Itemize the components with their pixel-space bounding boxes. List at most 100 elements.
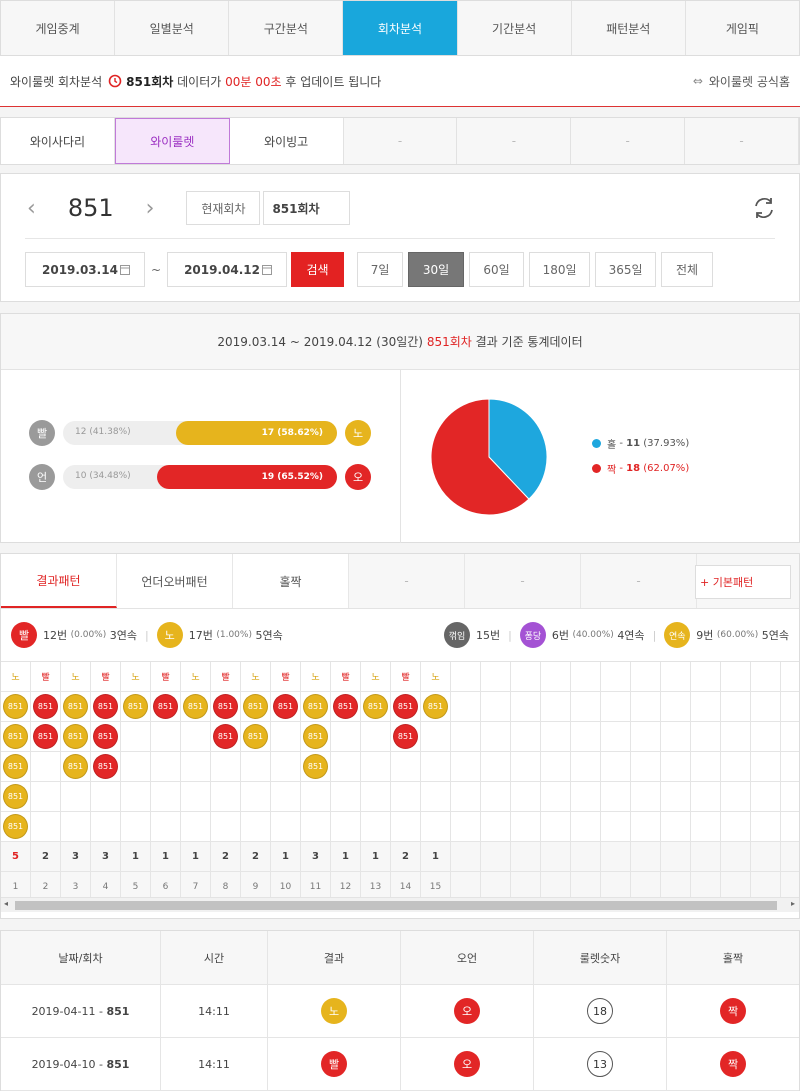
scroll-right-icon[interactable]: ▸	[790, 899, 795, 908]
grid-cell	[781, 842, 799, 872]
grid-cell: 851	[391, 692, 421, 722]
tab-pick[interactable]: 게임픽	[725, 21, 759, 36]
streak-count-value: 3	[102, 851, 109, 862]
period-all-button[interactable]: 전체	[661, 252, 714, 287]
under-over-badge: 오	[454, 998, 480, 1024]
result-badge: 빨	[321, 1051, 347, 1077]
grid-cell	[511, 812, 541, 842]
official-link[interactable]: ⇔ 와이룰렛 공식홈	[693, 73, 790, 90]
grid-cell	[601, 782, 631, 812]
cell-number: 18	[534, 985, 667, 1037]
tab-odd-even-pattern[interactable]: 홀짝	[233, 554, 349, 608]
result-ball: 851	[3, 814, 28, 839]
pattern-legend: 빨 12번 (0.00%) 3연속 | 노 17번 (1.00%) 5연속 꺾임…	[1, 609, 799, 662]
row-round: 851	[106, 1057, 130, 1071]
cell-under-over: 오	[401, 1038, 534, 1090]
result-ball: 851	[63, 694, 88, 719]
grid-cell	[541, 662, 571, 692]
grid-cell: 851	[391, 722, 421, 752]
under-count: 10 (34.48%)	[75, 471, 131, 481]
grid-cell	[301, 782, 331, 812]
column-index-value: 13	[369, 881, 382, 892]
streak-count-value: 2	[42, 851, 49, 862]
column-header: 노	[421, 662, 451, 692]
tab-period[interactable]: 기간분석	[458, 1, 572, 55]
result-ball: 851	[213, 724, 238, 749]
grid-cell	[91, 782, 121, 812]
date-from-value: 2019.03.14	[42, 262, 118, 277]
round-number: 851	[67, 194, 114, 222]
column-header: 노	[1, 662, 31, 692]
period-365d-button[interactable]: 365일	[595, 252, 657, 287]
result-ball: 851	[3, 784, 28, 809]
grid-cell	[121, 782, 151, 812]
column-header-label: 빨	[401, 673, 410, 683]
tab-round[interactable]: 회차분석	[343, 1, 458, 55]
break-badge: 꺾임	[444, 622, 470, 648]
roulette-number: 13	[587, 1051, 613, 1077]
streak-count-value: 1	[162, 851, 169, 862]
grid-cell	[451, 782, 481, 812]
red-yellow-bar-row: 빨 12 (41.38%) 17 (58.62%) 노	[29, 420, 371, 446]
tab-under-over-pattern[interactable]: 언더오버패턴	[117, 554, 233, 608]
result-ball: 851	[3, 724, 28, 749]
refresh-icon[interactable]	[751, 195, 777, 221]
pie-slice-홀	[488, 398, 548, 500]
grid-cell	[421, 722, 451, 752]
period-7d-button[interactable]: 7일	[357, 252, 404, 287]
round-input[interactable]: 851회차	[263, 191, 351, 225]
grid-cell	[541, 782, 571, 812]
next-round-icon[interactable]: ›	[145, 195, 155, 221]
column-index-value: 10	[279, 881, 292, 892]
period-30d-button[interactable]: 30일	[408, 252, 465, 287]
tab-ladder[interactable]: 와이사다리	[1, 118, 115, 164]
tab-range[interactable]: 구간분석	[229, 1, 344, 55]
date-to-field[interactable]: 2019.04.12	[167, 252, 288, 287]
streak-count-value: 1	[432, 851, 439, 862]
scroll-left-icon[interactable]: ◂	[4, 899, 9, 908]
grid-cell: 851	[1, 752, 31, 782]
grid-cell	[451, 812, 481, 842]
column-header: 노	[61, 662, 91, 692]
current-round-button[interactable]: 현재회차	[186, 191, 261, 225]
calendar-icon[interactable]	[262, 264, 273, 275]
period-60d-button[interactable]: 60일	[469, 252, 525, 287]
calendar-icon[interactable]	[120, 264, 130, 275]
column-header: 빨	[91, 662, 121, 692]
tab-bingo[interactable]: 와이빙고	[229, 118, 344, 164]
grid-cell	[301, 812, 331, 842]
period-180d-button[interactable]: 180일	[529, 252, 591, 287]
clock-icon	[108, 74, 122, 88]
date-separator: ~	[151, 262, 162, 277]
grid-cell	[661, 692, 691, 722]
grid-cell	[631, 812, 661, 842]
tab-live[interactable]: 게임중계	[1, 1, 116, 55]
column-header: 빨	[331, 662, 361, 692]
info-suffix: 후 업데이트 됩니다	[285, 74, 382, 89]
tab-roulette[interactable]: 와이룰렛	[114, 118, 230, 164]
info-timer: 00분 00초	[225, 74, 282, 89]
grid-cell	[361, 812, 391, 842]
grid-cell	[31, 812, 61, 842]
yellow-fill: 17 (58.62%)	[176, 421, 337, 445]
streak-count-value: 2	[222, 851, 229, 862]
legend-even-pct: (62.07%)	[643, 463, 690, 474]
tab-pattern[interactable]: 패턴분석	[572, 1, 686, 55]
red-count: 12번	[43, 629, 68, 642]
streak-count: 2	[31, 842, 61, 872]
grid-cell	[511, 782, 541, 812]
prev-round-icon[interactable]: ‹	[27, 195, 36, 221]
grid-cell: 851	[181, 692, 211, 722]
grid-cell	[751, 812, 781, 842]
tab-daily[interactable]: 일별분석	[115, 1, 230, 55]
search-button[interactable]: 검색	[291, 252, 345, 287]
horizontal-scrollbar[interactable]: ◂ ▸	[1, 897, 799, 912]
basic-pattern-button[interactable]: + 기본패턴	[695, 565, 791, 599]
grid-cell	[361, 722, 391, 752]
grid-cell: 851	[91, 752, 121, 782]
grid-cell	[571, 692, 601, 722]
grid-cell	[331, 722, 361, 752]
scroll-thumb[interactable]	[15, 901, 777, 910]
date-from-field[interactable]: 2019.03.14	[25, 252, 145, 287]
tab-result-pattern[interactable]: 결과패턴	[1, 554, 117, 608]
